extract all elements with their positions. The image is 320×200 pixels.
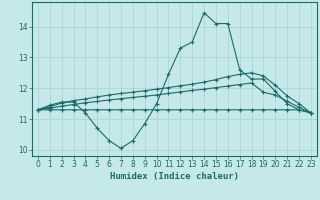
X-axis label: Humidex (Indice chaleur): Humidex (Indice chaleur): [110, 172, 239, 181]
